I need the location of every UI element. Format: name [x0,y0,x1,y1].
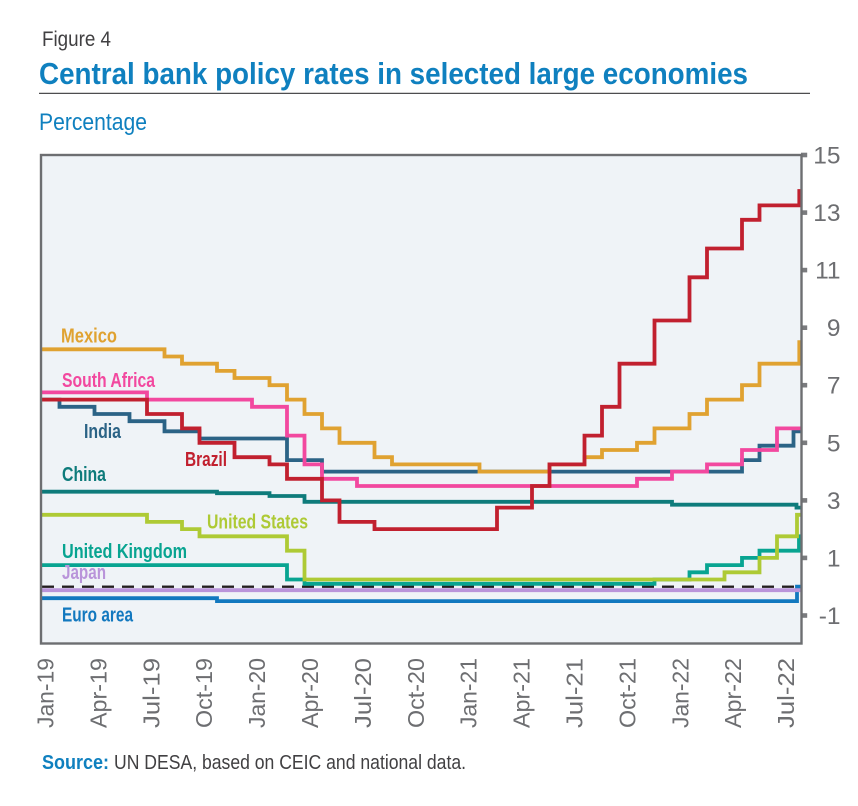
svg-text:1: 1 [827,545,841,572]
svg-text:Apr-20: Apr-20 [297,658,323,728]
svg-text:15: 15 [813,143,840,170]
svg-text:Figure 4: Figure 4 [42,27,111,51]
svg-text:Jul-19: Jul-19 [138,658,164,728]
svg-text:Japan: Japan [62,562,106,584]
svg-text:UN DESA, based on CEIC and nat: UN DESA, based on CEIC and national data… [114,752,466,774]
svg-text:Apr-21: Apr-21 [509,658,535,728]
svg-text:-1: -1 [819,603,841,630]
svg-text:Source:: Source: [42,752,109,774]
svg-text:Mexico: Mexico [61,326,117,348]
svg-text:13: 13 [813,200,840,227]
svg-text:Jan-22: Jan-22 [667,658,693,728]
svg-text:Jan-21: Jan-21 [456,658,482,728]
svg-text:Jul-22: Jul-22 [773,658,799,728]
svg-text:United Kingdom: United Kingdom [62,541,187,563]
svg-text:Apr-22: Apr-22 [720,658,746,728]
svg-text:Brazil: Brazil [185,449,227,471]
svg-text:7: 7 [827,373,841,400]
svg-text:Oct-20: Oct-20 [403,658,429,728]
svg-text:Percentage: Percentage [39,109,147,136]
svg-text:5: 5 [827,430,841,457]
svg-text:3: 3 [827,488,841,515]
svg-text:Jul-20: Jul-20 [350,658,376,728]
svg-text:Jan-19: Jan-19 [33,658,59,728]
svg-text:United States: United States [207,512,308,534]
svg-text:India: India [84,421,122,443]
svg-text:11: 11 [815,258,840,285]
svg-text:Oct-19: Oct-19 [191,658,217,728]
svg-text:Jan-20: Jan-20 [244,658,270,728]
svg-text:Apr-19: Apr-19 [85,658,111,728]
svg-text:South Africa: South Africa [62,370,156,392]
svg-text:Jul-21: Jul-21 [562,658,588,728]
svg-text:China: China [62,464,107,486]
svg-text:9: 9 [827,315,841,342]
svg-text:Euro area: Euro area [62,605,134,627]
svg-text:Oct-21: Oct-21 [614,658,640,728]
svg-text:Central bank policy rates in s: Central bank policy rates in selected la… [39,56,748,91]
